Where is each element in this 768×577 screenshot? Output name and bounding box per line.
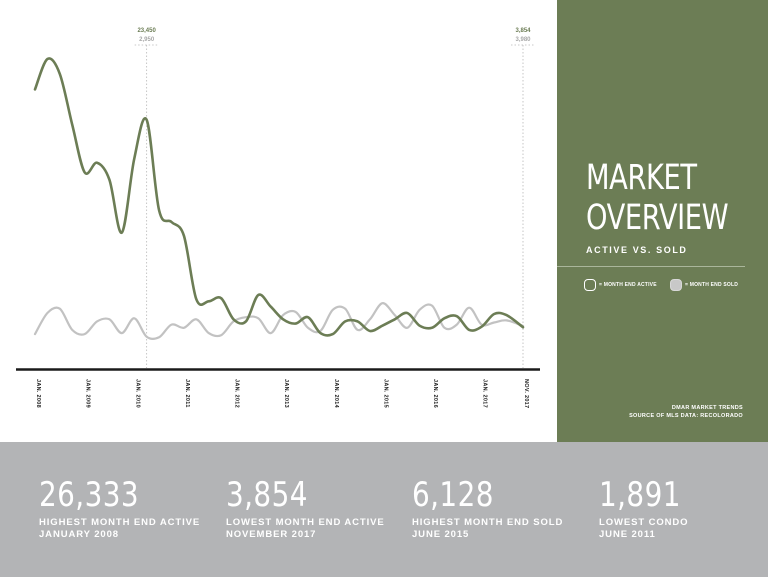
- x-tick-label: JAN. 2012: [234, 379, 240, 408]
- legend-swatch-active-icon: [584, 279, 596, 291]
- source-line-2: SOURCE OF MLS DATA: RECOLORADO: [629, 413, 743, 419]
- legend-swatch-sold-icon: [670, 279, 682, 291]
- stat-label: LOWEST MONTH END ACTIVE: [226, 517, 385, 528]
- panel-title-line-1: MARKET: [586, 158, 697, 198]
- callout-active-label: 3,854: [515, 28, 531, 34]
- x-tick-label: JAN. 2017: [482, 379, 488, 408]
- stat-lowest-condo: 1,891 LOWEST CONDO JUNE 2011: [599, 478, 699, 541]
- x-tick-label: JAN. 2014: [333, 379, 339, 409]
- x-tick-label: JAN. 2013: [283, 379, 289, 408]
- callout-sold-label: 3,980: [515, 37, 531, 43]
- panel-title-line-2: OVERVIEW: [586, 198, 729, 238]
- x-tick-label: JAN. 2011: [184, 379, 190, 408]
- stat-lowest-active: 3,854 LOWEST MONTH END ACTIVE NOVEMBER 2…: [226, 478, 385, 541]
- series-line-active: [33, 57, 525, 337]
- legend-label-active: = MONTH END ACTIVE: [599, 282, 657, 288]
- stat-highest-sold: 6,128 HIGHEST MONTH END SOLD JUNE 2015: [412, 478, 563, 541]
- stat-value: 3,854: [226, 475, 308, 515]
- stat-value: 1,891: [599, 475, 681, 515]
- legend-item-sold: = MONTH END SOLD: [670, 278, 738, 292]
- stat-date: JUNE 2011: [599, 529, 656, 540]
- stat-value: 6,128: [412, 475, 494, 515]
- x-tick-label: JAN. 2009: [85, 379, 91, 408]
- x-tick-label: JAN. 2015: [382, 379, 388, 408]
- stat-label: HIGHEST MONTH END ACTIVE: [39, 517, 201, 528]
- stat-highest-active: 26,333 HIGHEST MONTH END ACTIVE JANUARY …: [39, 478, 200, 541]
- stat-date: JUNE 2015: [412, 529, 470, 540]
- market-overview-panel: MARKET OVERVIEW ACTIVE VS. SOLD = MONTH …: [557, 0, 768, 442]
- stat-label: HIGHEST MONTH END SOLD: [412, 517, 564, 528]
- stat-label: LOWEST CONDO: [599, 517, 689, 528]
- active-vs-sold-chart: 23,450 2,950 3,854 3,980 JAN. 2008 JAN. 2009 J…: [16, 28, 540, 409]
- series-line-sold: [33, 302, 525, 341]
- stat-date: JANUARY 2008: [39, 529, 119, 540]
- stats-band: [0, 442, 768, 577]
- source-line-1: DMAR MARKET TRENDS: [671, 405, 743, 411]
- x-tick-label: JAN. 2010: [134, 379, 140, 408]
- x-tick-label: JAN. 2008: [35, 379, 41, 408]
- x-tick-label: NOV. 2017: [523, 379, 529, 408]
- stat-date: NOVEMBER 2017: [226, 529, 317, 540]
- panel-subtitle: ACTIVE VS. SOLD: [586, 245, 688, 255]
- panel-divider: [557, 266, 745, 267]
- callout-active-label: 23,450: [137, 28, 156, 34]
- legend-label-sold: = MONTH END SOLD: [685, 282, 739, 288]
- chart-area: 23,450 2,950 3,854 3,980 JAN. 2008 JAN. 2009 J…: [16, 28, 540, 409]
- x-tick-label: JAN. 2016: [432, 379, 438, 408]
- callout-sold-label: 2,950: [139, 37, 155, 43]
- legend-item-active: = MONTH END ACTIVE: [584, 278, 657, 292]
- stat-value: 26,333: [39, 475, 140, 515]
